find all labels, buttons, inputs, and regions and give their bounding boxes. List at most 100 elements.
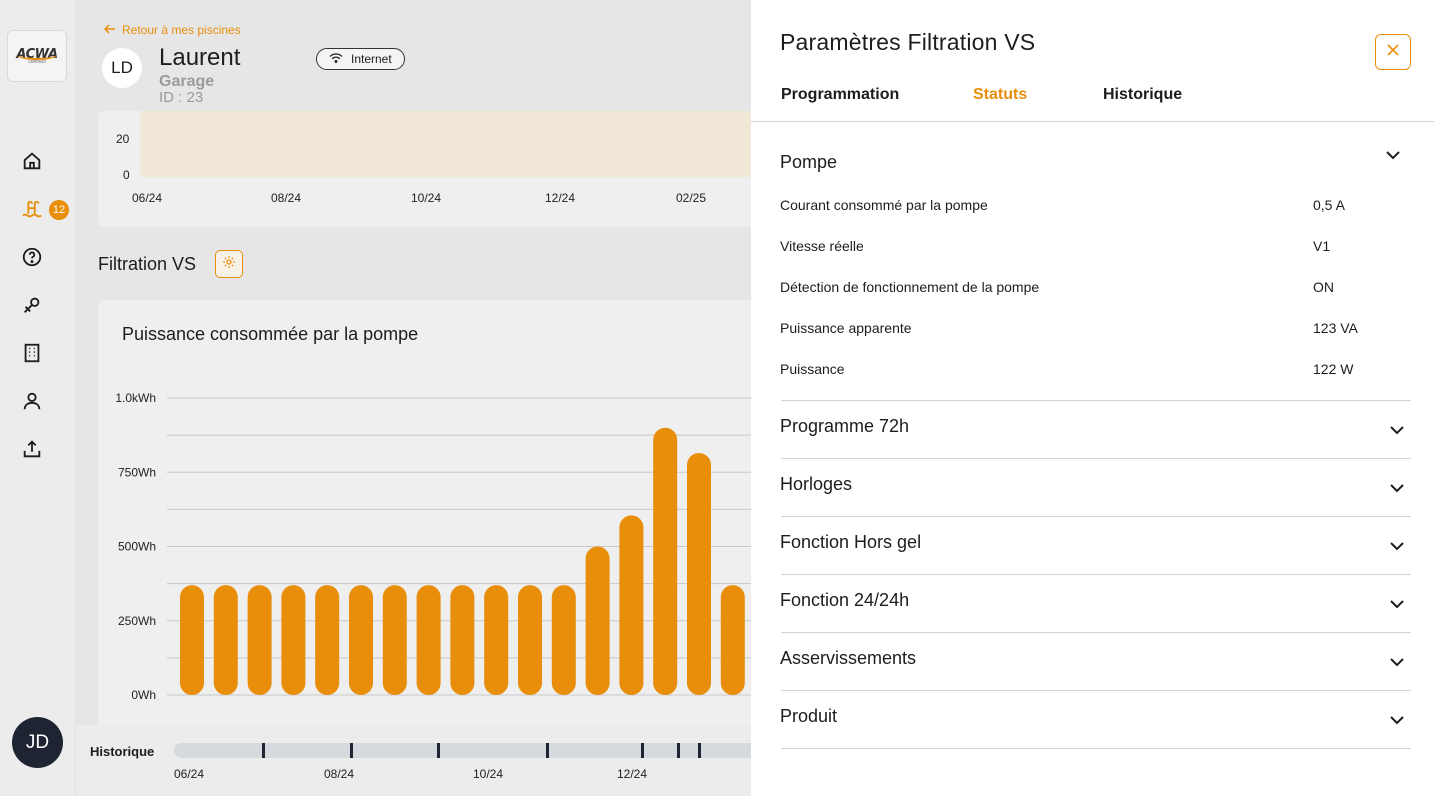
chart-y-tick: 500Wh	[118, 540, 156, 554]
chart-bar[interactable]	[247, 585, 272, 695]
chart-bar[interactable]	[687, 452, 711, 695]
home-icon[interactable]	[20, 149, 44, 173]
timeline-marker[interactable]	[437, 743, 440, 758]
chart-bar[interactable]	[213, 585, 238, 695]
accordion-programme-72h[interactable]: Programme 72h	[780, 416, 910, 436]
tab-historique[interactable]: Historique	[1103, 86, 1183, 103]
connection-badge: Internet	[316, 48, 405, 70]
gear-icon	[222, 255, 236, 274]
pool-id: ID : 23	[159, 89, 204, 106]
connection-label: Internet	[351, 52, 392, 66]
status-value: 122 W	[1313, 361, 1354, 377]
user-avatar[interactable]: JD	[12, 717, 63, 768]
divider	[781, 690, 1411, 691]
settings-button[interactable]	[215, 250, 243, 278]
top-chart-x-tick: 08/24	[271, 191, 302, 205]
panel-title: Paramètres Filtration VS	[780, 29, 1036, 55]
chart-bar[interactable]	[518, 585, 542, 695]
top-chart-y-tick: 20	[116, 132, 130, 146]
chevron-down-icon[interactable]	[1389, 596, 1405, 612]
chart-bar[interactable]	[382, 585, 407, 695]
logo-subtext: connect	[28, 59, 46, 65]
accordion-hors-gel[interactable]: Fonction Hors gel	[780, 532, 922, 552]
timeline-label: Historique	[90, 744, 155, 759]
user-icon[interactable]	[20, 389, 44, 413]
arrow-left-icon	[103, 23, 116, 37]
divider	[781, 632, 1411, 633]
chart-y-tick: 250Wh	[118, 614, 156, 628]
pool-subtitle: Garage	[159, 73, 215, 90]
status-label: Vitesse réelle	[780, 238, 864, 254]
acwa-logo[interactable]: ACWA connect	[7, 30, 67, 82]
chart-bar[interactable]	[551, 585, 576, 695]
timeline-marker[interactable]	[677, 743, 680, 758]
divider	[781, 458, 1411, 459]
tab-programmation[interactable]: Programmation	[781, 86, 900, 103]
accordion-produit[interactable]: Produit	[780, 706, 838, 726]
building-icon[interactable]	[20, 341, 44, 365]
top-chart-x-tick: 12/24	[545, 191, 576, 205]
timeline-marker[interactable]	[641, 743, 644, 758]
top-chart-x-tick: 06/24	[132, 191, 163, 205]
chart-bar[interactable]	[653, 427, 678, 695]
divider	[781, 574, 1411, 575]
chart-y-tick: 750Wh	[118, 465, 156, 479]
accordion-horloges[interactable]: Horloges	[780, 474, 853, 494]
status-value: 0,5 A	[1313, 197, 1345, 213]
status-label: Détection de fonctionnement de la pompe	[780, 279, 1040, 295]
chart-bar[interactable]	[585, 546, 610, 696]
chevron-down-icon[interactable]	[1389, 422, 1405, 438]
top-chart-x-tick: 02/25	[676, 191, 707, 205]
timeline-x-tick: 08/24	[324, 767, 355, 781]
status-label: Puissance	[780, 361, 845, 377]
chevron-down-icon[interactable]	[1389, 480, 1405, 496]
tabs-divider	[751, 121, 1434, 122]
main-content: Retour à mes piscines LD Laurent Garage …	[76, 0, 751, 796]
chart-y-tick: 1.0kWh	[115, 391, 156, 405]
chart-bar[interactable]	[450, 585, 475, 695]
divider	[781, 748, 1411, 749]
chart-bar[interactable]	[315, 585, 340, 695]
timeline-marker[interactable]	[350, 743, 353, 758]
timeline-track[interactable]	[174, 743, 751, 758]
chart-bar[interactable]	[281, 585, 306, 695]
chevron-down-icon[interactable]	[1389, 712, 1405, 728]
chart-bar[interactable]	[619, 515, 644, 695]
top-chart-area	[140, 111, 751, 177]
power-chart-card: Puissance consommée par la pompe 1.0kWh 7…	[98, 300, 751, 740]
chevron-up-icon[interactable]	[1385, 147, 1401, 163]
upload-icon[interactable]	[20, 437, 44, 461]
chevron-down-icon[interactable]	[1389, 538, 1405, 554]
accordion-pompe[interactable]: Pompe	[780, 152, 838, 172]
tab-statuts[interactable]: Statuts	[973, 86, 1028, 103]
divider	[781, 516, 1411, 517]
chart-bar[interactable]	[484, 585, 509, 695]
chart-bar[interactable]	[349, 585, 373, 695]
chart-bar[interactable]	[180, 585, 204, 695]
timeline-marker[interactable]	[262, 743, 265, 758]
power-bar-chart: 1.0kWh 750Wh 500Wh 250Wh 0Wh	[115, 391, 751, 702]
status-label: Courant consommé par la pompe	[780, 197, 988, 213]
status-label: Puissance apparente	[780, 320, 912, 336]
chart-bar[interactable]	[416, 585, 441, 695]
chart-title: Puissance consommée par la pompe	[122, 324, 419, 344]
wifi-icon	[329, 52, 343, 66]
chart-y-tick: 0Wh	[131, 688, 156, 702]
divider	[781, 400, 1411, 401]
tools-icon[interactable]	[20, 293, 44, 317]
timeline-x-tick: 10/24	[473, 767, 504, 781]
timeline-marker[interactable]	[546, 743, 549, 758]
accordion-asservissements[interactable]: Asservissements	[780, 648, 917, 668]
chart-bar[interactable]	[720, 585, 745, 695]
history-timeline: Historique 06/24 08/24 10/24 12/24	[76, 725, 751, 796]
pool-icon[interactable]	[20, 198, 44, 222]
top-chart-y-tick: 0	[123, 168, 130, 182]
timeline-marker[interactable]	[698, 743, 701, 758]
help-icon[interactable]	[20, 245, 44, 269]
back-link[interactable]: Retour à mes piscines	[103, 23, 241, 37]
accordion-24-24h[interactable]: Fonction 24/24h	[780, 590, 910, 610]
close-button[interactable]	[1375, 34, 1411, 70]
pool-avatar: LD	[102, 48, 142, 88]
timeline-x-tick: 12/24	[617, 767, 648, 781]
chevron-down-icon[interactable]	[1389, 654, 1405, 670]
